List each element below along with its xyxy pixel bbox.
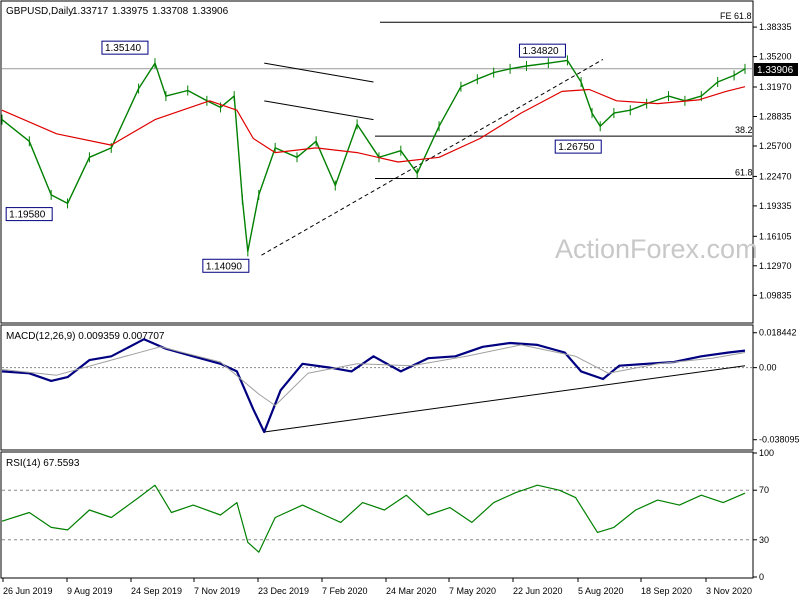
ohlc-readout: 1.33717 1.33975 1.33708 1.33906 — [72, 6, 229, 17]
x-tick-label: 22 Jun 2020 — [513, 586, 563, 596]
ohlc-high: 1.33975 — [112, 6, 149, 17]
y-tick-label: -0.038095 — [759, 435, 800, 445]
x-tick-label: 24 Sep 2019 — [131, 586, 182, 596]
macd-panel-frame — [0, 324, 754, 451]
x-tick-label: 18 Sep 2020 — [641, 586, 692, 596]
rsi-title: RSI(14) 67.5593 — [6, 458, 80, 469]
trendline-support — [261, 58, 604, 256]
y-tick-label: 0 — [759, 572, 764, 582]
x-tick-label: 7 May 2020 — [449, 586, 496, 596]
y-tick-label: 0.00 — [759, 363, 777, 373]
y-tick-label: 1.35200 — [759, 52, 792, 62]
y-tick-label: 1.25700 — [759, 141, 792, 151]
x-tick-label: 24 Mar 2020 — [386, 586, 437, 596]
y-tick-label: 1.22470 — [759, 171, 792, 181]
trendline-channel-top — [264, 62, 374, 83]
current-price-box — [754, 63, 798, 76]
fib-level-label: FE 61.8 — [720, 11, 752, 21]
price-annotation-label: 1.34820 — [522, 46, 559, 57]
fib-level-label: 38.2 — [735, 125, 753, 135]
ohlc-low: 1.33708 — [152, 6, 189, 17]
trendline-macd-support — [264, 365, 746, 433]
price-annotation-label: 1.19580 — [9, 210, 46, 221]
y-tick-label: 1.09835 — [759, 290, 792, 300]
price-annotation-label: 1.14090 — [206, 261, 243, 272]
price-annotation-label: 1.35140 — [105, 43, 142, 54]
price-annotation-label: 1.26750 — [558, 142, 595, 153]
ohlc-close: 1.33906 — [192, 6, 229, 17]
price-annotation-box — [554, 139, 602, 154]
price-annotation-box — [101, 40, 149, 55]
y-tick-label: 1.28835 — [759, 111, 792, 121]
series-macd — [1, 338, 746, 434]
ohlc-open: 1.33717 — [72, 6, 109, 17]
price-title: GBPUSD,Daily — [6, 6, 73, 17]
price-annotation-box — [202, 258, 250, 273]
x-tick-label: 23 Dec 2019 — [258, 586, 309, 596]
series-signal — [1, 344, 746, 406]
x-tick-label: 7 Feb 2020 — [322, 586, 368, 596]
y-tick-label: 100 — [759, 448, 774, 458]
series-price — [1, 59, 746, 253]
trendline-channel-bottom — [264, 100, 374, 121]
y-tick-label: 1.38335 — [759, 22, 792, 32]
y-tick-label: 1.31970 — [759, 82, 792, 92]
x-tick-label: 3 Nov 2020 — [706, 586, 752, 596]
price-annotation-box — [5, 207, 53, 222]
x-tick-label: 9 Aug 2019 — [67, 586, 113, 596]
y-tick-label: 70 — [759, 485, 769, 495]
watermark: ActionForex.com — [555, 234, 758, 264]
price-annotation-box — [518, 43, 566, 58]
current-price-label: 1.33906 — [757, 65, 794, 76]
rsi-panel-frame — [0, 451, 754, 579]
fib-level-label: 61.8 — [735, 167, 753, 177]
y-tick-label: 1.16105 — [759, 231, 792, 241]
macd-title: MACD(12,26,9) 0.009359 0.007707 — [6, 331, 165, 342]
series-rsi — [1, 484, 746, 553]
x-tick-label: 7 Nov 2019 — [194, 586, 240, 596]
x-tick-label: 5 Aug 2020 — [578, 586, 624, 596]
price-panel-frame — [0, 0, 754, 324]
chart-marks: 1.38335 1.35200 1.31970 1.28835 1.25700 1.224… — [1, 11, 800, 596]
y-tick-label: 1.19335 — [759, 201, 792, 211]
y-tick-label: 30 — [759, 535, 769, 545]
y-tick-label: 0.018442 — [759, 328, 797, 338]
y-tick-label: 1.12970 — [759, 261, 792, 271]
series-ma — [1, 86, 746, 163]
x-tick-label: 26 Jun 2019 — [3, 586, 53, 596]
